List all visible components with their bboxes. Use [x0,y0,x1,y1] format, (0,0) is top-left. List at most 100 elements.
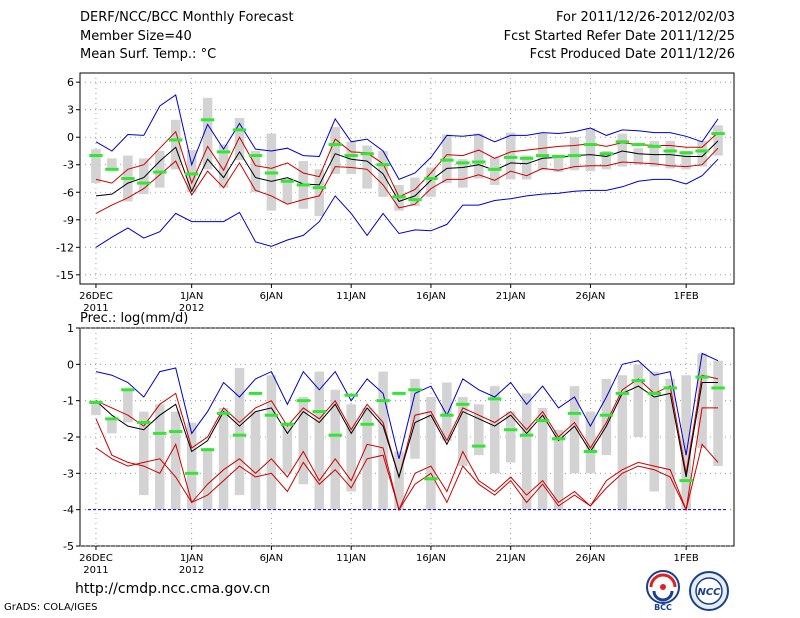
spread-bar [426,397,436,510]
ensemble-marker [392,195,406,199]
y-tick-label: 0 [67,131,74,144]
ensemble-marker [232,433,247,437]
footer-url[interactable]: http://cmdp.ncc.cma.gov.cn [75,581,271,597]
ensemble-marker [200,448,215,452]
forecast-started-date: Fcst Started Refer Date 2011/12/25 [503,29,735,44]
ensemble-marker [264,413,279,417]
bcc-logo-text: BCC [654,603,672,612]
ensemble-marker [503,155,518,159]
ensemble-marker [184,172,199,176]
ensemble-marker [312,186,326,190]
spread-bar [250,411,261,510]
x-tick-label: 1JAN [180,291,203,302]
spread-bar [298,397,309,485]
ensemble-marker [280,422,295,426]
ensemble-marker [328,433,342,437]
ensemble-marker [248,154,263,158]
ensemble-marker [695,375,709,379]
spread-bar [681,375,691,510]
ensemble-marker [647,144,661,148]
ensemble-marker [567,411,582,415]
series-p10-line [95,407,718,512]
y-tick-label: 3 [67,104,74,117]
ensemble-marker [551,154,566,158]
spread-bar [378,371,388,510]
spread-bar [410,177,420,207]
spread-bar [218,144,229,188]
spread-bar [154,404,165,510]
spread-bar [458,159,468,188]
grads-credit: GrADS: COLA/IGES [4,602,98,613]
spread-bar [633,148,644,165]
x-tick-label: 26JAN [576,291,606,302]
ensemble-marker [105,167,119,171]
ensemble-marker [137,181,151,185]
ensemble-marker [695,149,709,153]
spread-bar [218,407,229,510]
spread-bar [139,411,149,496]
x-tick-label: 21JAN [496,291,526,302]
spread-bar [569,137,580,171]
ensemble-marker [503,428,518,432]
spread-bar [697,140,707,167]
x-tick-label: 6JAN [260,291,283,302]
spread-bar [314,169,325,217]
member-size: Member Size=40 [80,29,192,44]
ncc-logo: NCC [689,571,729,611]
spread-bar [234,367,245,496]
spread-bar [330,389,341,510]
ensemble-marker [184,471,199,475]
y-tick-label: -2 [63,431,74,444]
y-tick-label: -6 [63,186,74,199]
ensemble-marker [200,118,215,122]
ensemble-marker [615,391,630,395]
ensemble-marker [121,177,135,180]
ensemble-marker [296,183,311,187]
y-tick-label: -3 [63,159,74,172]
series-p90-line [95,374,719,479]
spread-bar [521,393,532,510]
x-tick-label: 11JAN [336,553,366,564]
series-max-line [95,352,719,459]
spread-bar [346,404,356,492]
ensemble-marker [647,391,661,395]
spread-bar [713,360,723,467]
x-tick-year-label: 2012 [179,565,204,576]
spread-bar [617,375,628,510]
ensemble-marker [153,431,167,435]
series-max-line [95,94,719,181]
spread-bar [585,128,596,172]
ensemble-marker [344,154,358,158]
ensemble-marker [711,132,725,136]
spread-bar [234,117,245,161]
ensemble-marker [264,171,279,175]
x-tick-label: 16JAN [416,291,446,302]
ensemble-marker [551,437,566,441]
spread-bar [330,127,341,174]
forecast-produced-date: Fcst Produced Date 2011/12/26 [529,47,735,62]
x-tick-label: 1FEB [673,291,698,302]
ensemble-marker [408,388,422,392]
y-tick-label: 0 [67,358,74,371]
ensemble-marker [280,179,295,183]
y-tick-label: -15 [56,269,74,282]
spread-bar [154,150,165,188]
spread-bar [473,404,484,456]
spread-bar [505,411,516,463]
spread-bar [426,167,436,197]
x-tick-label: 16JAN [416,553,446,564]
ensemble-marker [248,391,263,395]
series-p10-line [95,147,719,214]
spread-bar [473,133,484,179]
spread-bar [410,378,420,459]
spread-bar [282,422,293,474]
spread-bar [186,422,197,510]
spread-bar [585,411,596,474]
spread-bar [91,400,101,416]
panel-2-title: Prec.: log(mm/d) [80,311,188,326]
y-tick-label: 1 [67,322,74,335]
ensemble-marker [440,158,454,162]
ensemble-marker [360,422,374,426]
